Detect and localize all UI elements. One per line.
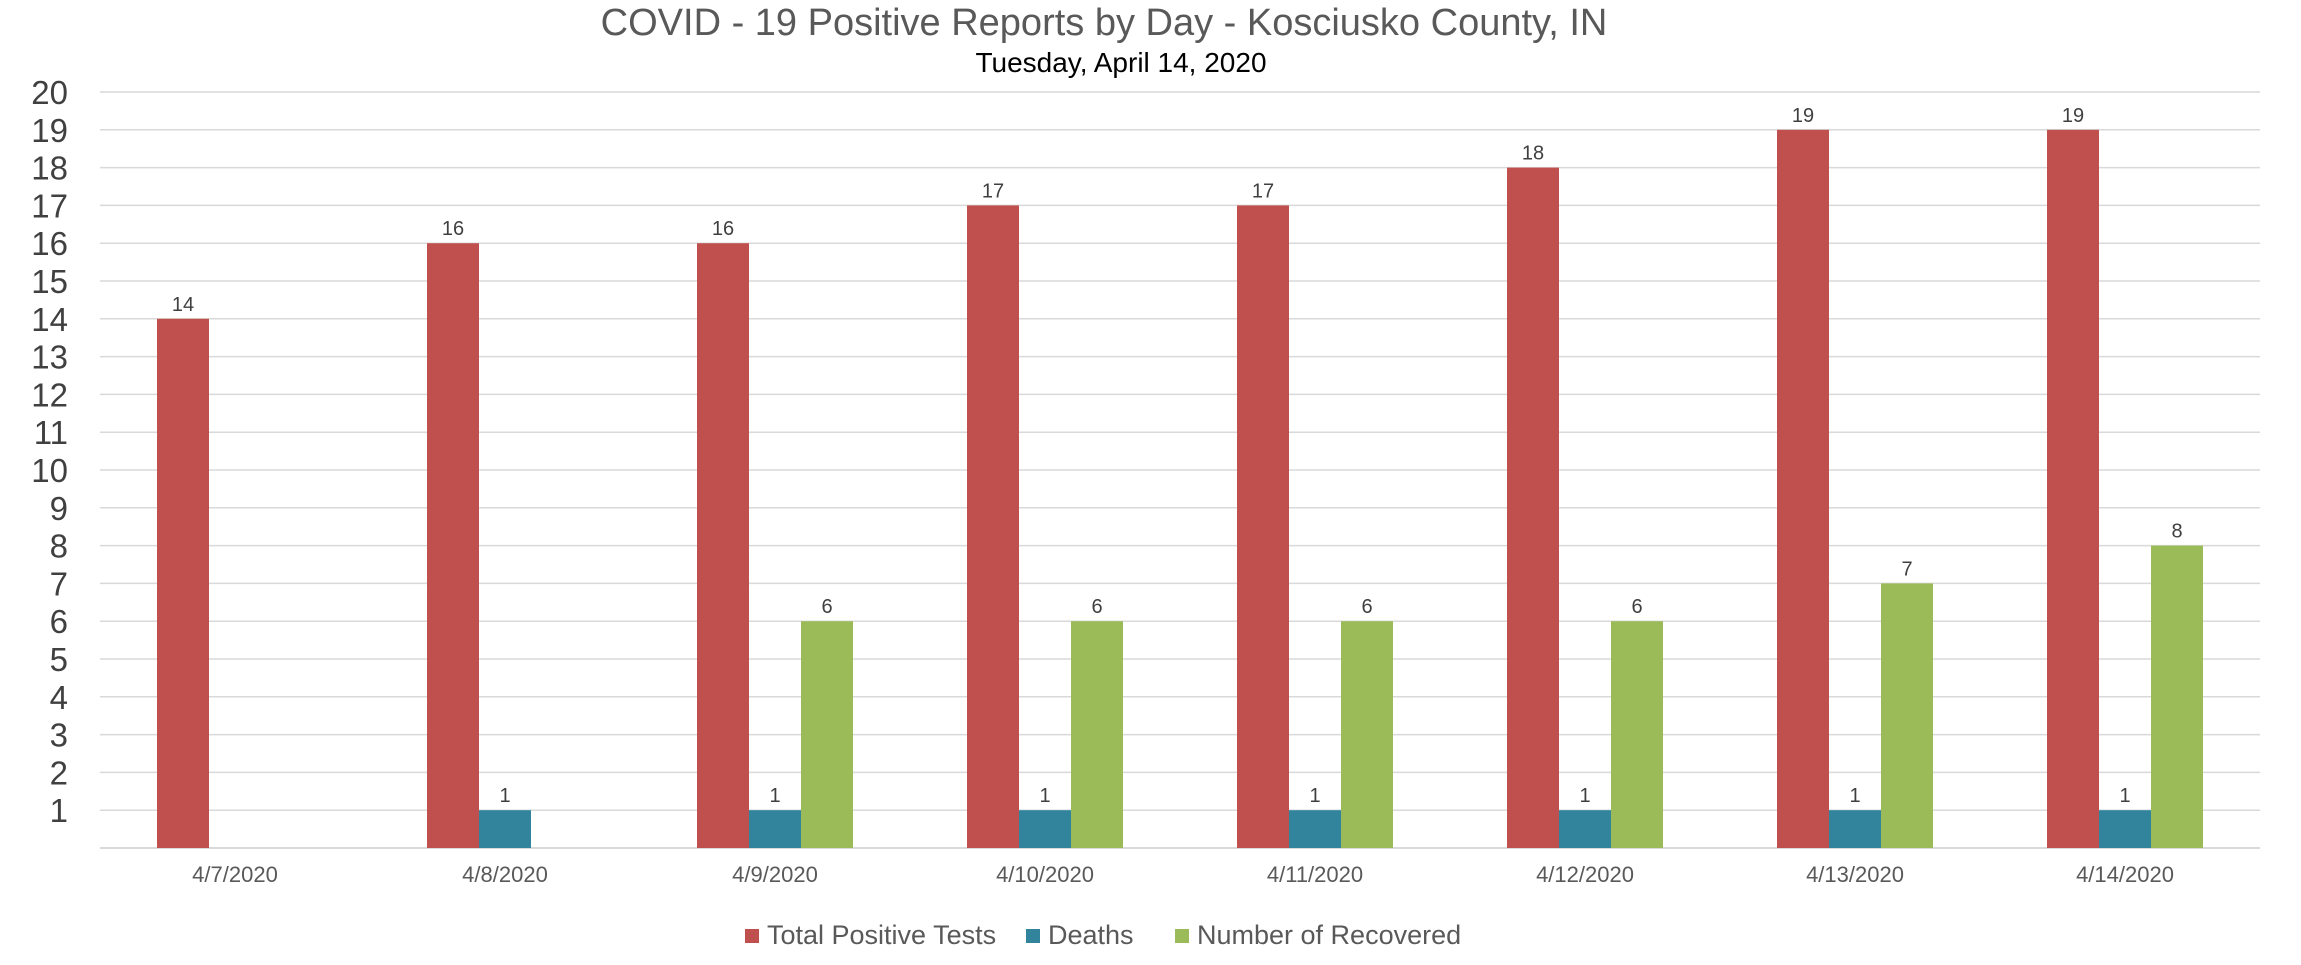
bar-total-positive-tests <box>157 318 209 848</box>
bar-deaths <box>1289 810 1341 848</box>
y-tick-label: 10 <box>31 452 68 489</box>
x-tick-label: 4/8/2020 <box>462 862 548 887</box>
x-tick-label: 4/9/2020 <box>732 862 818 887</box>
bar-number-of-recovered <box>1341 621 1393 848</box>
legend-label: Deaths <box>1048 920 1134 950</box>
y-tick-label: 1 <box>50 792 68 829</box>
bar-deaths <box>749 810 801 848</box>
data-label: 7 <box>1901 558 1912 580</box>
bar-number-of-recovered <box>2151 545 2203 848</box>
data-label: 16 <box>442 218 464 240</box>
y-tick-label: 11 <box>34 414 68 451</box>
x-tick-label: 4/7/2020 <box>192 862 278 887</box>
legend-label: Total Positive Tests <box>767 920 996 950</box>
data-label: 1 <box>1579 785 1590 807</box>
bar-number-of-recovered <box>1611 621 1663 848</box>
data-label: 1 <box>769 785 780 807</box>
bar-deaths <box>1829 810 1881 848</box>
data-label: 14 <box>172 294 194 316</box>
data-label: 17 <box>1252 180 1274 202</box>
chart-subtitle: Tuesday, April 14, 2020 <box>975 47 1266 78</box>
bar-total-positive-tests <box>2047 129 2099 849</box>
data-label: 18 <box>1522 143 1544 165</box>
data-label: 19 <box>2062 105 2084 127</box>
y-tick-label: 13 <box>31 339 68 376</box>
legend: Total Positive Tests Deaths Number of Reco… <box>745 920 1461 950</box>
y-tick-label: 14 <box>31 301 68 338</box>
y-tick-label: 12 <box>31 376 68 413</box>
data-label: 1 <box>2119 785 2130 807</box>
bar-total-positive-tests <box>1777 129 1829 849</box>
x-axis-ticks: 4/7/2020 4/8/2020 4/9/2020 4/10/2020 4/11/20… <box>192 862 2174 887</box>
data-label: 17 <box>982 180 1004 202</box>
y-tick-label: 2 <box>50 754 68 791</box>
bar-total-positive-tests <box>967 205 1019 848</box>
bar-total-positive-tests <box>427 243 479 848</box>
bar-number-of-recovered <box>801 621 853 848</box>
x-tick-label: 4/10/2020 <box>996 862 1094 887</box>
data-label: 1 <box>1039 785 1050 807</box>
legend-swatch <box>745 929 759 943</box>
bar-number-of-recovered <box>1881 583 1933 848</box>
data-label: 6 <box>1361 596 1372 618</box>
y-tick-label: 19 <box>31 112 68 149</box>
y-tick-label: 18 <box>31 150 68 187</box>
y-tick-label: 6 <box>50 603 68 640</box>
chart-title: COVID - 19 Positive Reports by Day - Kos… <box>601 2 1608 44</box>
y-tick-label: 20 <box>31 74 68 111</box>
data-label: 19 <box>1792 105 1814 127</box>
data-label: 6 <box>1631 596 1642 618</box>
bar-deaths <box>1019 810 1071 848</box>
y-tick-label: 5 <box>50 641 68 678</box>
y-tick-label: 3 <box>50 717 68 754</box>
legend-swatch <box>1175 929 1189 943</box>
y-tick-label: 16 <box>31 225 68 262</box>
legend-swatch <box>1026 929 1040 943</box>
data-label: 6 <box>1091 596 1102 618</box>
legend-label: Number of Recovered <box>1197 920 1461 950</box>
data-label: 1 <box>499 785 510 807</box>
y-tick-label: 17 <box>31 187 68 224</box>
bar-total-positive-tests <box>697 243 749 848</box>
y-tick-label: 9 <box>50 490 68 527</box>
y-tick-label: 7 <box>50 565 68 602</box>
x-tick-label: 4/14/2020 <box>2076 862 2174 887</box>
data-label: 16 <box>712 218 734 240</box>
x-tick-label: 4/12/2020 <box>1536 862 1634 887</box>
data-label: 1 <box>1309 785 1320 807</box>
x-tick-label: 4/13/2020 <box>1806 862 1904 887</box>
bar-total-positive-tests <box>1507 167 1559 849</box>
y-tick-label: 15 <box>31 263 68 300</box>
bar-deaths <box>1559 810 1611 848</box>
gridlines <box>100 91 2260 849</box>
data-label: 8 <box>2171 521 2182 543</box>
bars <box>157 129 2203 849</box>
bar-total-positive-tests <box>1237 205 1289 848</box>
data-label: 6 <box>821 596 832 618</box>
bar-deaths <box>479 810 531 848</box>
data-label: 1 <box>1849 785 1860 807</box>
bar-deaths <box>2099 810 2151 848</box>
bar-number-of-recovered <box>1071 621 1123 848</box>
y-tick-label: 4 <box>50 679 68 716</box>
y-tick-label: 8 <box>50 528 68 565</box>
x-tick-label: 4/11/2020 <box>1267 862 1363 887</box>
